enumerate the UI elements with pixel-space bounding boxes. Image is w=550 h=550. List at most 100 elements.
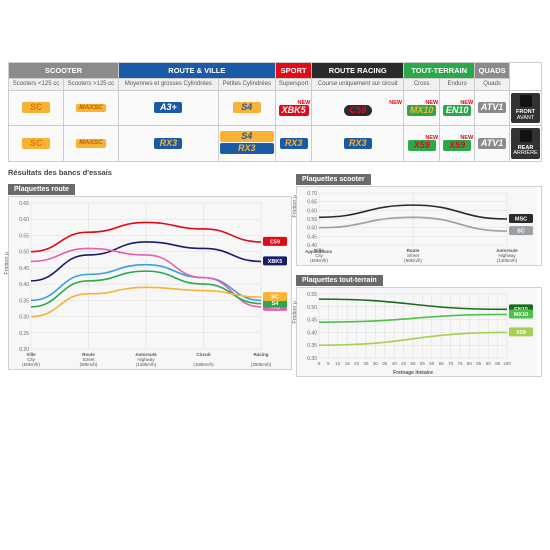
svg-text:0.60: 0.60	[19, 217, 29, 223]
svg-text:90: 90	[486, 361, 492, 366]
svg-text:0.35: 0.35	[19, 298, 29, 304]
svg-text:(90km/h): (90km/h)	[404, 258, 422, 263]
svg-text:10: 10	[335, 361, 341, 366]
product-cell: MAXSC	[63, 90, 118, 126]
product-cell: SC	[9, 90, 64, 126]
svg-text:(180km/h): (180km/h)	[193, 362, 214, 367]
side-label: REARARRIÈRE	[510, 126, 542, 162]
cat-header: TOUT-TERRAIN	[404, 63, 475, 79]
svg-text:0.35: 0.35	[307, 343, 317, 349]
product-cell: ATV1	[475, 90, 510, 126]
product-cell: RX3	[312, 126, 404, 162]
product-cell: ATV1	[475, 126, 510, 162]
product-cell: NEWX59	[440, 126, 475, 162]
svg-text:70: 70	[448, 361, 454, 366]
chart-left-subtitle: Plaquettes route	[8, 184, 75, 195]
svg-text:35: 35	[382, 361, 388, 366]
chart-top-subtitle: Plaquettes scooter	[296, 174, 371, 185]
svg-text:MX10: MX10	[514, 312, 528, 318]
svg-text:55: 55	[420, 361, 426, 366]
svg-text:(50km/h): (50km/h)	[310, 258, 328, 263]
product-cell: NEWX59	[404, 126, 440, 162]
svg-text:75: 75	[457, 361, 463, 366]
cat-sub: Scooters <125 cc	[9, 79, 64, 91]
svg-text:S4: S4	[272, 301, 280, 307]
category-table: SCOOTERROUTE & VILLESPORTROUTE RACINGTOU…	[8, 62, 542, 162]
cat-sub: Petites Cylindrées	[218, 79, 275, 91]
svg-text:0.40: 0.40	[19, 282, 29, 288]
svg-text:0.25: 0.25	[19, 330, 29, 336]
product-cell: NEWC59	[312, 90, 404, 126]
svg-text:Racing: Racing	[253, 352, 268, 357]
chart-bot-subtitle: Plaquettes tout-terrain	[296, 275, 383, 286]
svg-text:0.65: 0.65	[19, 201, 29, 207]
svg-text:C59: C59	[270, 239, 280, 245]
svg-text:0.50: 0.50	[19, 249, 29, 255]
cat-sub: Course uniquement sur circuit	[312, 79, 404, 91]
svg-text:(250km/h): (250km/h)	[251, 362, 272, 367]
svg-text:0.45: 0.45	[307, 317, 317, 323]
product-cell: RX3	[118, 126, 218, 162]
chart-route: Friction µ0.200.250.300.350.400.450.500.…	[8, 196, 292, 370]
svg-text:65: 65	[439, 361, 445, 366]
product-cell: NEWEN10	[440, 90, 475, 126]
svg-text:X59: X59	[516, 329, 526, 335]
cat-sub: Enduro	[440, 79, 475, 91]
product-cell: NEWXBK5	[275, 90, 312, 126]
svg-text:Freinage linéaire: Freinage linéaire	[393, 370, 433, 376]
svg-text:45: 45	[401, 361, 407, 366]
svg-text:0.55: 0.55	[19, 233, 29, 239]
svg-text:0.55: 0.55	[307, 292, 317, 298]
svg-text:0.30: 0.30	[19, 314, 29, 320]
chart-terrain: Friction µ0.300.350.400.450.500.55051015…	[296, 287, 542, 377]
cat-header: SPORT	[275, 63, 312, 79]
product-cell: RX3	[275, 126, 312, 162]
product-cell: A3+	[118, 90, 218, 126]
cat-header: QUADS	[475, 63, 510, 79]
svg-text:25: 25	[363, 361, 369, 366]
cat-sub: Cross	[404, 79, 440, 91]
product-cell: SC	[9, 126, 64, 162]
svg-text:0.70: 0.70	[307, 191, 317, 197]
svg-text:50: 50	[410, 361, 416, 366]
svg-text:0.45: 0.45	[307, 234, 317, 240]
svg-text:0.50: 0.50	[307, 225, 317, 231]
svg-text:30: 30	[373, 361, 379, 366]
svg-text:(130km/h): (130km/h)	[497, 258, 518, 263]
cat-sub: Scooters >125 cc	[63, 79, 118, 91]
svg-text:0.60: 0.60	[307, 208, 317, 214]
cat-sub: Supersport	[275, 79, 312, 91]
svg-text:0.30: 0.30	[307, 356, 317, 362]
svg-text:15: 15	[345, 361, 351, 366]
svg-text:(50km/h): (50km/h)	[22, 362, 40, 367]
svg-text:20: 20	[354, 361, 360, 366]
cat-header: ROUTE RACING	[312, 63, 404, 79]
product-cell: S4	[218, 90, 275, 126]
svg-text:0.45: 0.45	[19, 265, 29, 271]
svg-text:85: 85	[476, 361, 482, 366]
charts-title: Résultats des bancs d'essais	[8, 168, 292, 177]
cat-header: ROUTE & VILLE	[118, 63, 275, 79]
product-cell: S4RX3	[218, 126, 275, 162]
svg-text:(90km/h): (90km/h)	[80, 362, 98, 367]
svg-text:0.65: 0.65	[307, 199, 317, 205]
svg-text:Circuit: Circuit	[196, 352, 211, 357]
svg-text:MSC: MSC	[515, 216, 527, 222]
svg-text:40: 40	[392, 361, 398, 366]
side-label: FRONTAVANT	[510, 90, 542, 126]
svg-text:95: 95	[495, 361, 501, 366]
svg-text:60: 60	[429, 361, 435, 366]
svg-text:XBK5: XBK5	[268, 258, 283, 264]
product-cell: MAXSC	[63, 126, 118, 162]
cat-header: SCOOTER	[9, 63, 119, 79]
svg-text:0.40: 0.40	[307, 330, 317, 336]
svg-text:80: 80	[467, 361, 473, 366]
cat-sub: Quads	[475, 79, 510, 91]
svg-text:SC: SC	[517, 228, 525, 234]
product-cell: NEWMX10	[404, 90, 440, 126]
svg-text:0.50: 0.50	[307, 304, 317, 310]
svg-text:100: 100	[503, 361, 511, 366]
svg-text:(130km/h): (130km/h)	[136, 362, 157, 367]
svg-text:0.55: 0.55	[307, 217, 317, 223]
svg-text:SC: SC	[271, 294, 279, 300]
